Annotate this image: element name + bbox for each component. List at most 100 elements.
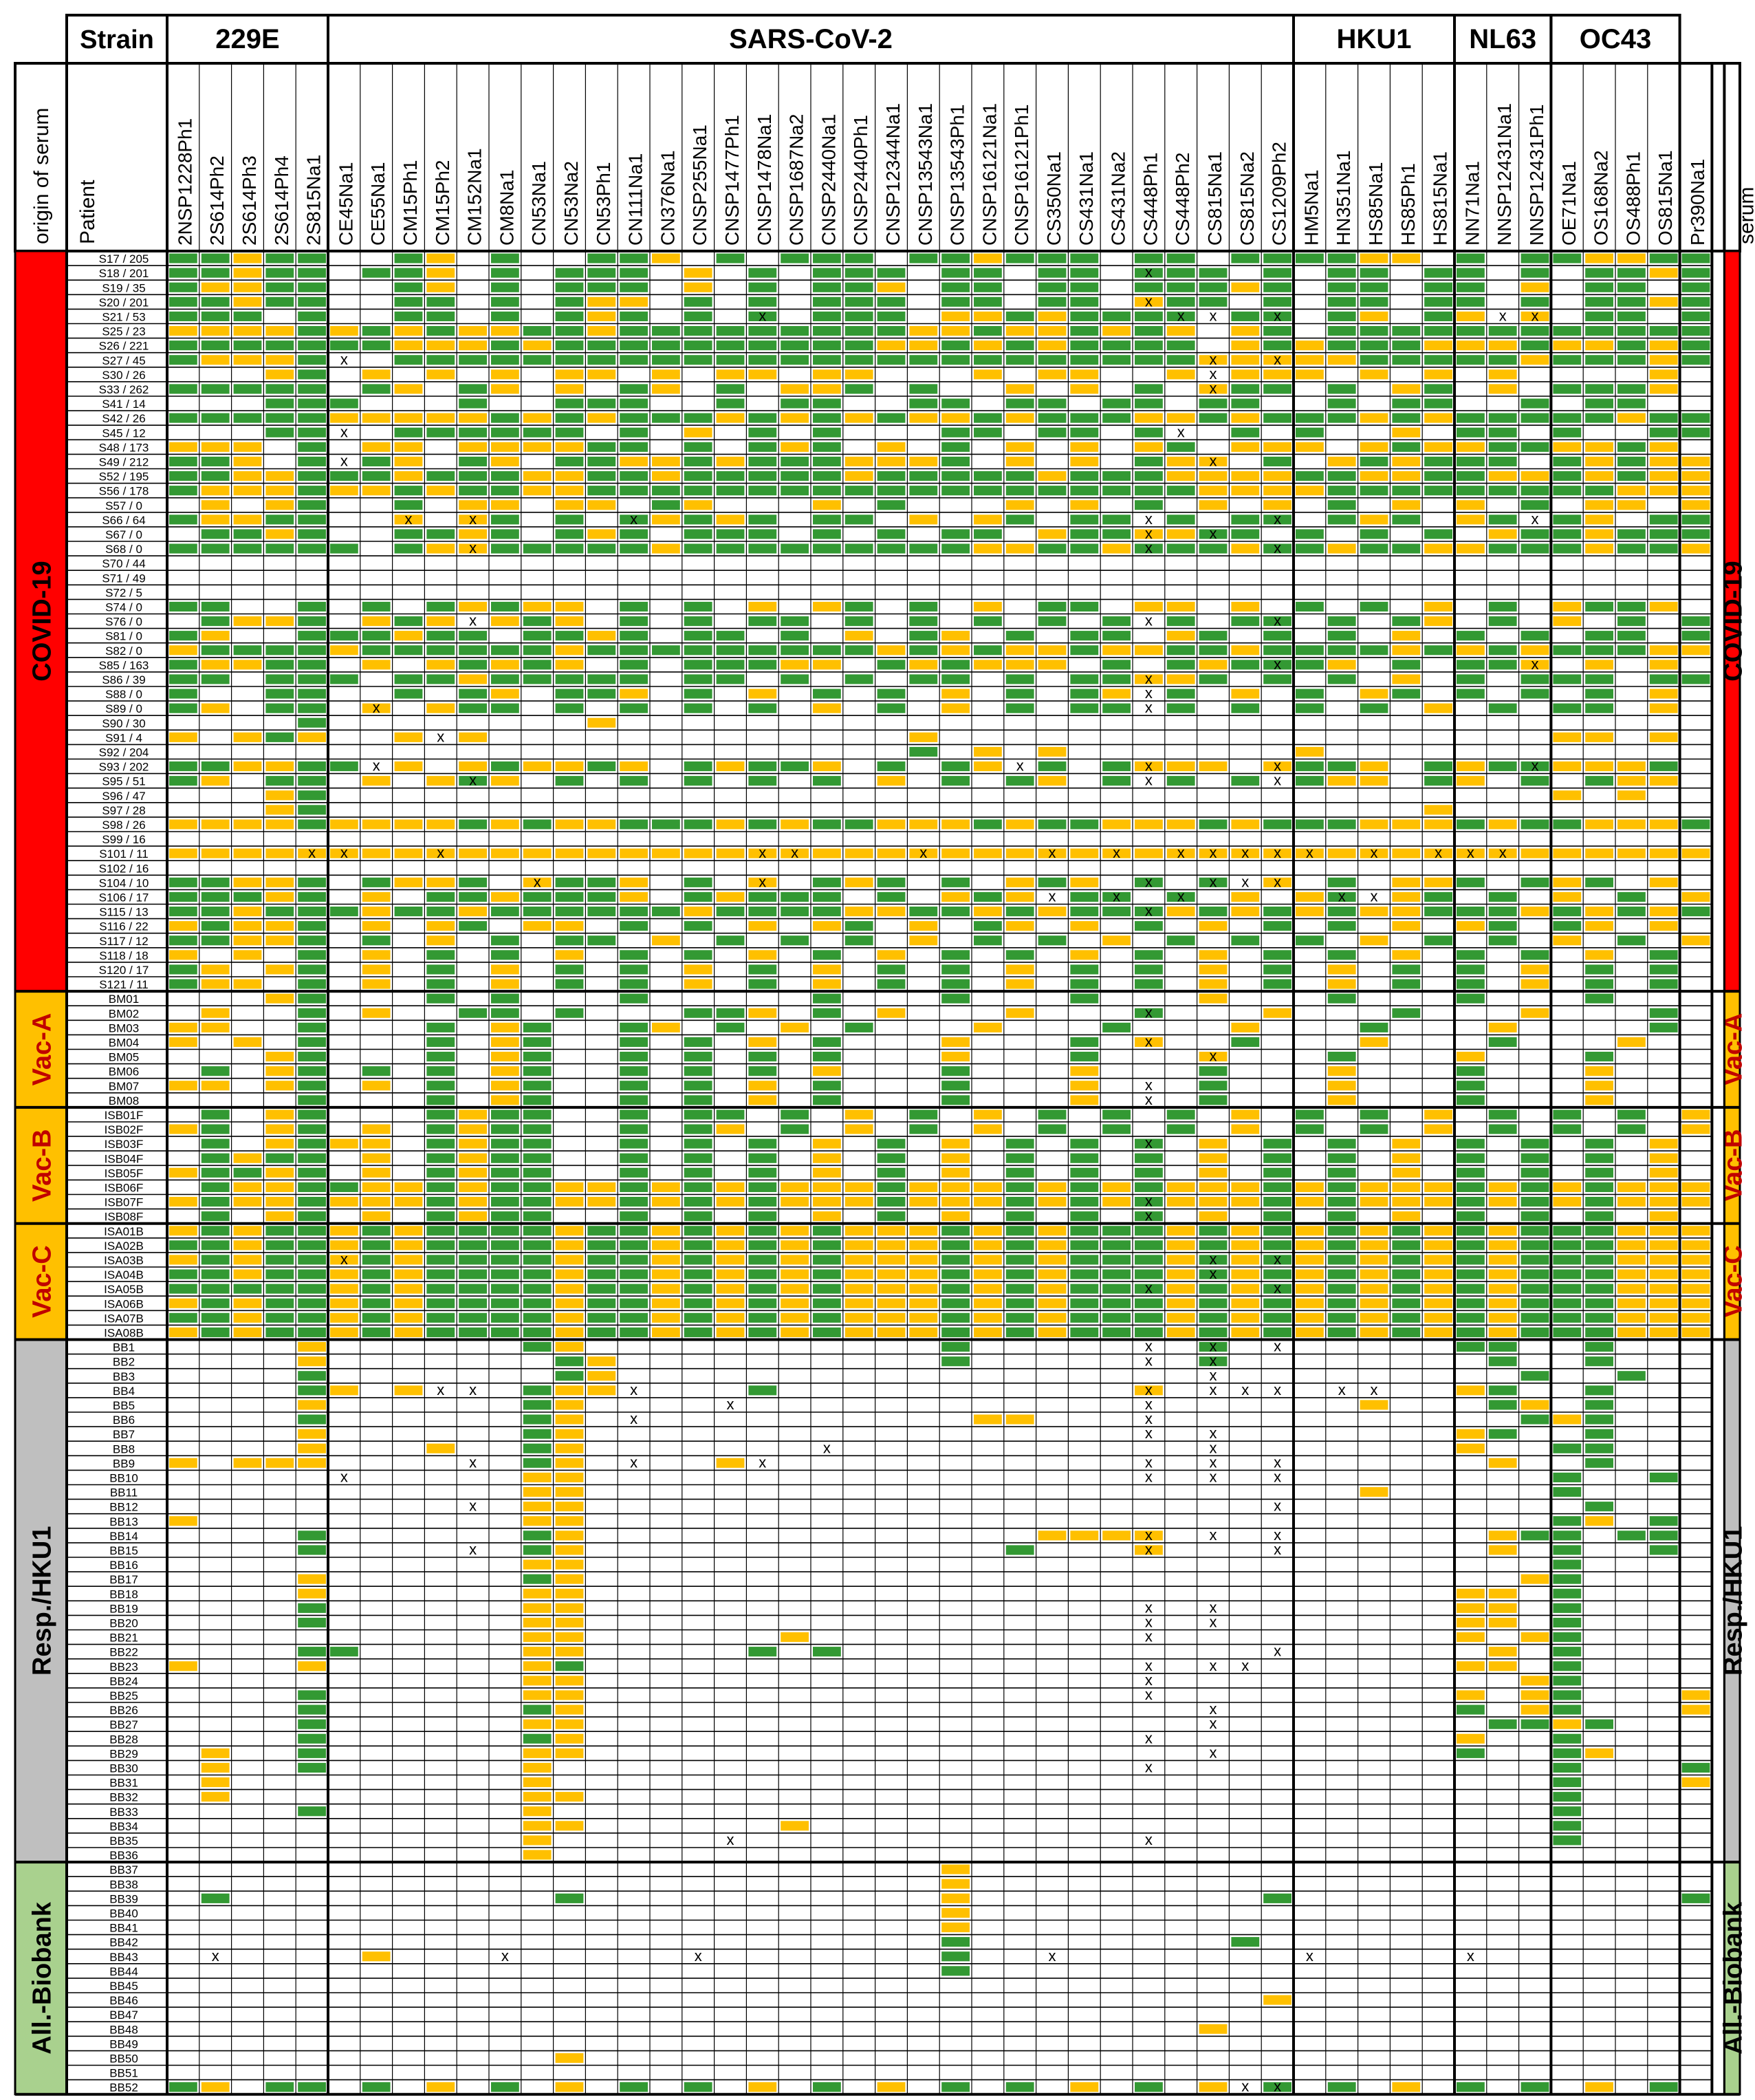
heatmap-cell xyxy=(1135,979,1163,989)
patient-label: BB48 xyxy=(109,2023,138,2036)
heatmap-cell xyxy=(941,993,970,1004)
heatmap-cell xyxy=(974,340,1002,351)
heatmap-cell xyxy=(491,979,519,989)
heatmap-cell xyxy=(1135,848,1163,858)
heatmap-cell xyxy=(491,282,519,292)
heatmap-cell xyxy=(974,1197,1002,1207)
heatmap-cell xyxy=(362,471,391,481)
heatmap-cell xyxy=(1327,413,1356,423)
heatmap-cell xyxy=(813,500,841,510)
heatmap-cell xyxy=(748,616,777,627)
heatmap-cell xyxy=(1649,921,1678,931)
heatmap-cell xyxy=(1231,1037,1260,1047)
heatmap-cell xyxy=(523,761,552,772)
heatmap-cell xyxy=(298,1022,326,1032)
heatmap-cell xyxy=(684,413,712,423)
heatmap-cell xyxy=(169,1312,197,1323)
heatmap-cell xyxy=(298,413,326,423)
heatmap-cell xyxy=(1488,1356,1517,1367)
heatmap-cell xyxy=(298,326,326,336)
heatmap-cell xyxy=(169,935,197,946)
heatmap-cell xyxy=(1520,1167,1549,1178)
heatmap-cell xyxy=(620,413,648,423)
heatmap-cell xyxy=(974,1312,1002,1323)
x-mark: x xyxy=(469,612,477,629)
heatmap-cell xyxy=(716,935,745,946)
heatmap-cell xyxy=(330,1298,358,1308)
heatmap-cell xyxy=(1166,253,1195,263)
heatmap-cell xyxy=(1392,500,1421,510)
heatmap-cell xyxy=(684,689,712,699)
heatmap-cell xyxy=(491,500,519,510)
heatmap-cell xyxy=(1649,1182,1678,1192)
heatmap-cell xyxy=(974,1109,1002,1120)
heatmap-cell xyxy=(1263,1269,1291,1279)
heatmap-cell xyxy=(1520,1327,1549,1337)
heatmap-cell xyxy=(1585,1312,1613,1323)
heatmap-cell xyxy=(169,979,197,989)
heatmap-cell xyxy=(1649,1008,1678,1018)
heatmap-cell xyxy=(1681,631,1710,641)
heatmap-cell xyxy=(1553,1182,1582,1192)
heatmap-cell xyxy=(1392,1153,1421,1163)
x-mark: x xyxy=(1274,351,1281,368)
heatmap-cell xyxy=(1231,601,1260,611)
heatmap-cell xyxy=(1005,979,1034,989)
heatmap-cell xyxy=(1457,311,1485,321)
heatmap-cell xyxy=(1553,442,1582,452)
heatmap-cell xyxy=(1488,848,1517,858)
heatmap-cell xyxy=(1135,471,1163,481)
heatmap-cell xyxy=(1681,819,1710,830)
heatmap-cell xyxy=(1199,1226,1228,1236)
heatmap-cell xyxy=(587,631,616,641)
x-mark: x xyxy=(1371,888,1378,905)
patient-label: S90 / 30 xyxy=(102,717,145,730)
heatmap-cell xyxy=(265,268,294,278)
heatmap-cell xyxy=(620,355,648,365)
heatmap-cell xyxy=(491,515,519,525)
heatmap-cell xyxy=(1457,500,1485,510)
heatmap-cell xyxy=(1296,601,1324,611)
heatmap-cell xyxy=(1199,1327,1228,1337)
heatmap-cell xyxy=(652,1298,680,1308)
heatmap-cell xyxy=(362,1081,391,1091)
heatmap-cell xyxy=(877,703,906,713)
heatmap-cell xyxy=(941,427,970,437)
heatmap-cell xyxy=(523,1603,552,1613)
heatmap-cell xyxy=(1553,1704,1582,1715)
heatmap-cell xyxy=(426,776,455,786)
patient-label: BB24 xyxy=(109,1675,138,1688)
heatmap-cell xyxy=(941,543,970,554)
heatmap-cell xyxy=(1005,1414,1034,1425)
heatmap-cell xyxy=(362,369,391,380)
heatmap-cell xyxy=(1585,471,1613,481)
heatmap-cell xyxy=(555,689,584,699)
heatmap-cell xyxy=(1617,340,1646,351)
heatmap-cell xyxy=(394,616,423,627)
heatmap-cell xyxy=(877,979,906,989)
heatmap-cell xyxy=(555,326,584,336)
heatmap-cell xyxy=(426,1284,455,1294)
strain-corner-label: Strain xyxy=(80,25,154,54)
heatmap-cell xyxy=(1102,398,1131,409)
heatmap-cell xyxy=(1520,1690,1549,1700)
heatmap-cell xyxy=(1070,877,1099,887)
heatmap-cell xyxy=(1231,442,1260,452)
heatmap-cell xyxy=(1360,1226,1388,1236)
heatmap-cell xyxy=(1231,384,1260,394)
heatmap-cell xyxy=(491,1327,519,1337)
patient-label: S67 / 0 xyxy=(105,528,142,541)
heatmap-cell xyxy=(941,1327,970,1337)
heatmap-cell xyxy=(1520,398,1549,409)
heatmap-cell xyxy=(1520,2082,1549,2092)
heatmap-cell xyxy=(781,355,809,365)
heatmap-cell xyxy=(362,1138,391,1149)
heatmap-cell xyxy=(620,907,648,917)
heatmap-cell xyxy=(1392,616,1421,627)
heatmap-cell xyxy=(1585,1052,1613,1062)
heatmap-cell xyxy=(1360,471,1388,481)
patient-label: BB51 xyxy=(109,2067,138,2080)
heatmap-cell xyxy=(265,1138,294,1149)
heatmap-cell xyxy=(684,1066,712,1076)
heatmap-cell xyxy=(426,1066,455,1076)
